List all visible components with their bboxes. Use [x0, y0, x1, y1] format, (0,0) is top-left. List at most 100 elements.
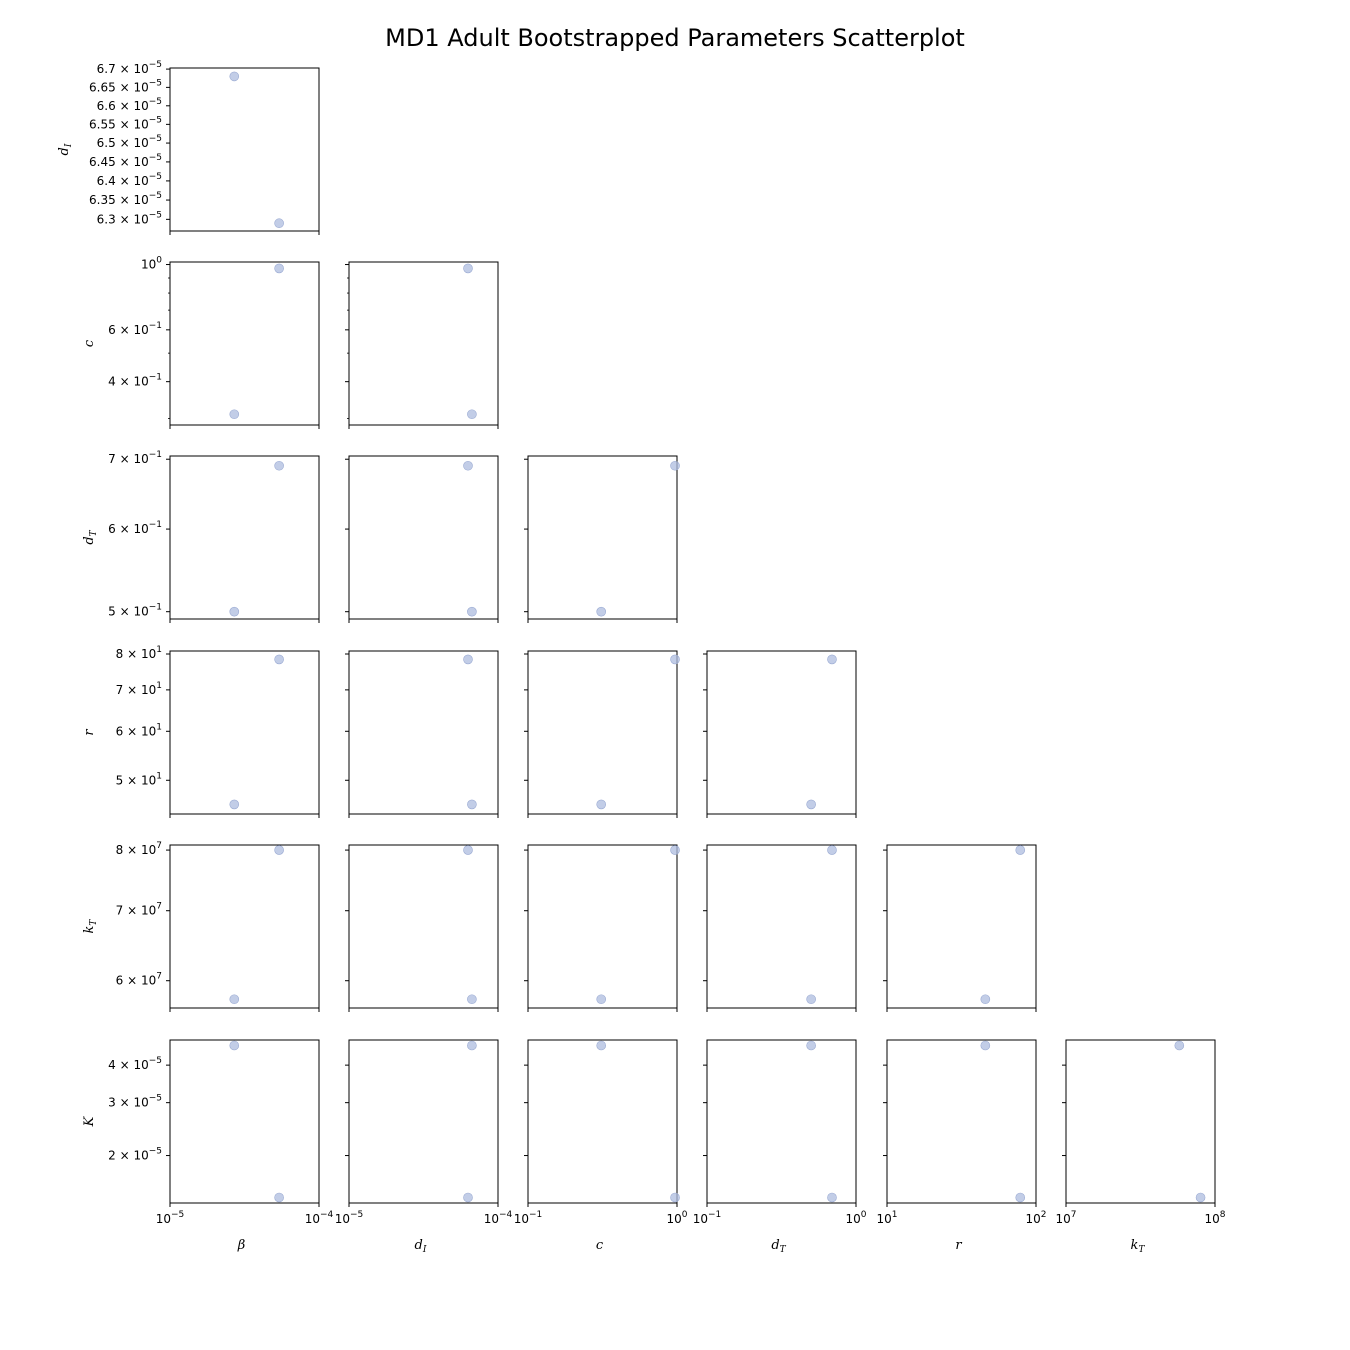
- panel-K-vs-dI: 10−5 10−4 dI: [335, 1039, 513, 1255]
- y-tick-label: 6.45 × 10−5: [89, 153, 162, 169]
- y-tick-label: 6.55 × 10−5: [89, 115, 162, 131]
- y-axis-label-dT: dT: [82, 529, 99, 544]
- data-point-2: [670, 845, 680, 855]
- panel-frame: [527, 844, 678, 1009]
- panel-frame: [348, 844, 499, 1009]
- panel-frame: [169, 844, 320, 1009]
- data-point-2: [1015, 1192, 1026, 1203]
- x-axis-label-dT: dT: [771, 1238, 786, 1255]
- panel-frame: [348, 1039, 499, 1204]
- y-axis-label-r: r: [82, 729, 97, 736]
- x-tick-label: 10−5: [156, 1210, 185, 1226]
- panel-frame: [169, 650, 320, 815]
- y-tick-label: 3 × 10−5: [108, 1094, 162, 1110]
- x-tick-label: 10−4: [484, 1210, 513, 1226]
- chart-title: MD1 Adult Bootstrapped Parameters Scatte…: [385, 24, 965, 52]
- x-tick-label: 107: [1055, 1210, 1076, 1226]
- x-tick-label: 100: [845, 1210, 866, 1226]
- panel-r-vs-c: [524, 650, 680, 818]
- data-point-1: [980, 1040, 991, 1051]
- y-tick-label: 4 × 10−1: [108, 373, 162, 389]
- y-tick-label: 6.4 × 10−5: [97, 172, 162, 188]
- data-point-1: [229, 71, 240, 82]
- y-axis-label-kT: kT: [82, 919, 99, 934]
- data-point-2: [827, 654, 837, 665]
- data-point-1: [596, 799, 607, 810]
- y-tick-label: 6.5 × 10−5: [97, 134, 162, 150]
- x-tick-label: 10−4: [305, 1210, 334, 1226]
- data-point-2: [463, 460, 473, 471]
- y-axis-label-K: K: [82, 1115, 97, 1127]
- panel-frame: [348, 455, 499, 620]
- panel-r-vs-dT: [703, 650, 857, 818]
- data-point-2: [274, 460, 284, 471]
- y-tick-label: 6.7 × 10−5: [97, 60, 162, 76]
- data-point-2: [274, 1192, 284, 1203]
- y-tick-label: 8 × 107: [116, 841, 162, 857]
- y-tick-label: 7 × 101: [116, 681, 162, 697]
- y-tick-label: 7 × 107: [116, 902, 162, 918]
- y-tick-label: 6.3 × 10−5: [97, 210, 162, 226]
- y-axis-label-dI: dI: [57, 143, 74, 155]
- data-point-2: [274, 845, 284, 855]
- panel-frame: [169, 1039, 320, 1204]
- data-point-2: [274, 218, 284, 229]
- panel-kT-vs-c: [524, 844, 680, 1012]
- panel-frame: [169, 67, 320, 232]
- panel-kT-vs-beta: 8 × 107 7 × 107 6 × 107 kT: [82, 841, 320, 1012]
- panel-kT-vs-r: [883, 844, 1037, 1012]
- panel-frame: [527, 1039, 678, 1204]
- panel-kT-vs-dT: [703, 844, 857, 1012]
- panel-K-vs-c: 10−1 100 c: [514, 1039, 688, 1253]
- panel-r-vs-beta: 8 × 101 7 × 101 6 × 101 5 × 101 r: [82, 645, 320, 818]
- x-tick-label: 10−1: [693, 1210, 722, 1226]
- data-point-1: [467, 799, 477, 810]
- panel-K-vs-dT: 10−1 100 dT: [693, 1039, 867, 1255]
- y-tick-label: 6.35 × 10−5: [89, 191, 162, 207]
- x-axis-label-dI: dI: [415, 1238, 427, 1255]
- data-point-1: [596, 1040, 607, 1051]
- data-point-1: [467, 606, 477, 617]
- data-point-2: [670, 1192, 680, 1203]
- y-tick-label: 6.65 × 10−5: [89, 78, 162, 94]
- panel-kT-vs-dI: [345, 844, 499, 1012]
- x-tick-label: 102: [1025, 1210, 1046, 1226]
- data-point-1: [1174, 1040, 1185, 1051]
- data-point-1: [806, 799, 816, 810]
- data-point-1: [806, 994, 816, 1005]
- panel-dI-vs-beta: 6.7 × 10−5 6.65 × 10−5 6.6 × 10−5 6.55 × 10…: [57, 60, 320, 235]
- x-tick-label: 101: [876, 1210, 897, 1226]
- panel-K-vs-beta: 4 × 10−5 3 × 10−5 2 × 10−5 K 10−5 10−4 β: [82, 1039, 334, 1253]
- panel-frame: [169, 455, 320, 620]
- panel-grid: 6.7 × 10−5 6.65 × 10−5 6.6 × 10−5 6.55 × 10…: [57, 60, 1226, 1255]
- panel-K-vs-kT: 107 108 kT: [1055, 1039, 1226, 1255]
- x-tick-label: 10−5: [335, 1210, 364, 1226]
- x-axis-label-c: c: [596, 1238, 604, 1253]
- panel-frame: [706, 1039, 857, 1204]
- data-point-2: [274, 263, 284, 274]
- data-point-1: [229, 1040, 240, 1051]
- y-tick-label: 8 × 101: [116, 645, 162, 661]
- panel-frame: [527, 455, 678, 620]
- y-tick-label: 7 × 10−1: [108, 450, 162, 466]
- data-point-2: [1015, 845, 1026, 855]
- panel-frame: [886, 844, 1037, 1009]
- data-point-2: [827, 845, 837, 855]
- data-point-2: [827, 1192, 837, 1203]
- y-tick-label: 6 × 101: [116, 722, 162, 738]
- data-point-2: [463, 845, 473, 855]
- panel-frame: [1065, 1039, 1216, 1204]
- data-point-1: [229, 409, 240, 420]
- panel-frame: [527, 650, 678, 815]
- panel-frame: [706, 650, 857, 815]
- y-tick-label: 5 × 101: [116, 771, 162, 787]
- data-point-2: [1195, 1192, 1206, 1203]
- x-tick-label: 108: [1204, 1210, 1225, 1226]
- data-point-1: [467, 409, 477, 420]
- y-tick-label: 6 × 10−1: [108, 520, 162, 536]
- x-tick-label: 10−1: [514, 1210, 543, 1226]
- panel-dT-vs-c: [524, 455, 680, 623]
- data-point-1: [806, 1040, 816, 1051]
- data-point-2: [463, 654, 473, 665]
